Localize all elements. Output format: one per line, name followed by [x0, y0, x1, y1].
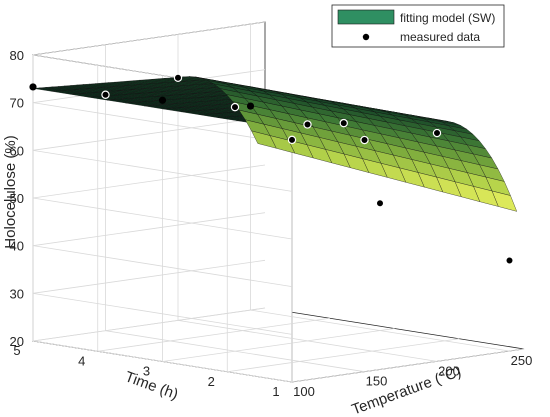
z-tick-label: 60 — [10, 143, 24, 158]
measured-point — [246, 102, 255, 110]
grid-line-z-back — [32, 21, 266, 56]
x-tick-label: 150 — [366, 374, 388, 389]
z-tick-label: 20 — [10, 334, 24, 349]
measured-point — [29, 83, 37, 91]
grid-lines — [32, 21, 525, 383]
grid-line-y-floor — [291, 348, 525, 383]
grid-line-y-floor — [227, 338, 460, 373]
x-tick-label: 250 — [511, 353, 533, 368]
grid-line-z-back — [32, 259, 266, 294]
measured-point — [230, 102, 240, 112]
z-tick-label: 70 — [10, 96, 24, 111]
tick-labels: 20 30 40 50 60 70 80 1 2 3 4 5 100 150 200 250 — [10, 48, 533, 399]
measured-point — [505, 256, 514, 265]
axes-walls — [32, 21, 525, 383]
grid-line-y-floor — [32, 307, 266, 342]
legend-surface-label: fitting model (SW) — [400, 11, 495, 25]
surface-patch — [251, 130, 277, 149]
measured-point — [375, 199, 385, 208]
grid-line-z-back — [32, 164, 266, 199]
measured-point — [173, 73, 183, 82]
y-tick-label: 2 — [208, 374, 215, 389]
measured-point — [287, 135, 297, 145]
z-tick-label: 50 — [10, 191, 24, 206]
measured-point — [303, 120, 312, 129]
legend-surface-swatch — [337, 9, 395, 25]
legend-measured-label: measured data — [400, 30, 480, 44]
y-axis-label: Time (h) — [123, 368, 181, 403]
z-tick-label: 80 — [10, 48, 24, 63]
legend-dot-marker — [362, 33, 370, 41]
measured-point — [432, 128, 442, 138]
z-tick-label: 30 — [10, 286, 24, 301]
grid-line-y-floor — [162, 328, 395, 362]
y-tick-label: 4 — [78, 353, 85, 368]
grid-line-z-back — [32, 212, 266, 247]
grid-line-y-floor — [97, 317, 330, 352]
y-tick-label: 3 — [143, 364, 150, 379]
z-tick-label: 40 — [10, 239, 24, 254]
measured-point — [101, 90, 110, 99]
legend: fitting model (SW) measured data — [331, 4, 505, 48]
measured-point — [158, 96, 167, 104]
y-tick-label: 1 — [272, 384, 279, 399]
y-tick-label: 5 — [13, 343, 20, 358]
z-axis-label: Holocelulose (%) — [2, 135, 19, 248]
x-tick-label: 100 — [293, 384, 315, 399]
measured-point — [360, 135, 369, 145]
measured-point — [339, 118, 348, 128]
x-tick-label: 200 — [438, 363, 460, 378]
grid-line-z-back — [32, 116, 266, 151]
measured-points — [29, 73, 514, 265]
